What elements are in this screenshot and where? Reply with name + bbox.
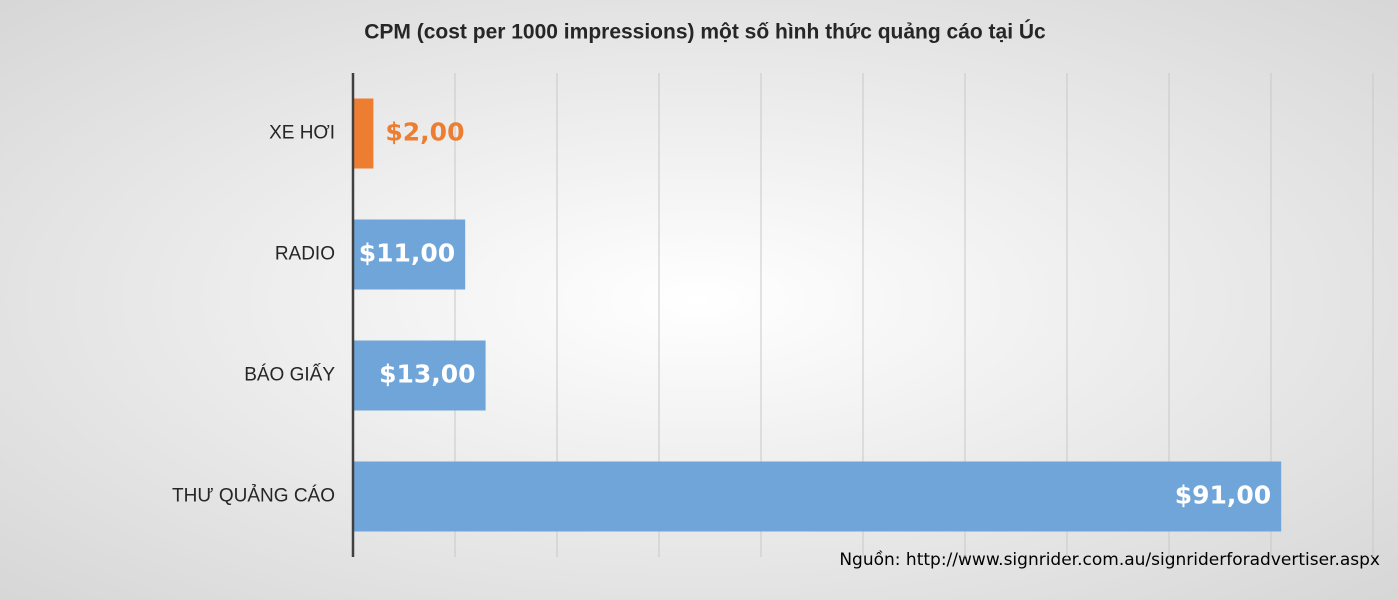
value-label: $11,00 <box>359 239 455 268</box>
bar <box>353 98 374 169</box>
value-label: $91,00 <box>1175 481 1271 510</box>
category-label: XE HƠI <box>269 123 335 144</box>
value-label: $2,00 <box>385 118 464 147</box>
bar <box>353 340 486 411</box>
bar <box>353 219 466 290</box>
bar <box>353 461 1282 532</box>
category-label: THƯ QUẢNG CÁO <box>172 485 335 507</box>
category-label: BÁO GIẤY <box>244 364 335 386</box>
chart-title: CPM (cost per 1000 impressions) một số h… <box>364 20 1046 44</box>
value-label: $13,00 <box>379 360 475 389</box>
source-note: Nguồn: http://www.signrider.com.au/signr… <box>839 549 1380 570</box>
category-label: RADIO <box>275 244 335 265</box>
